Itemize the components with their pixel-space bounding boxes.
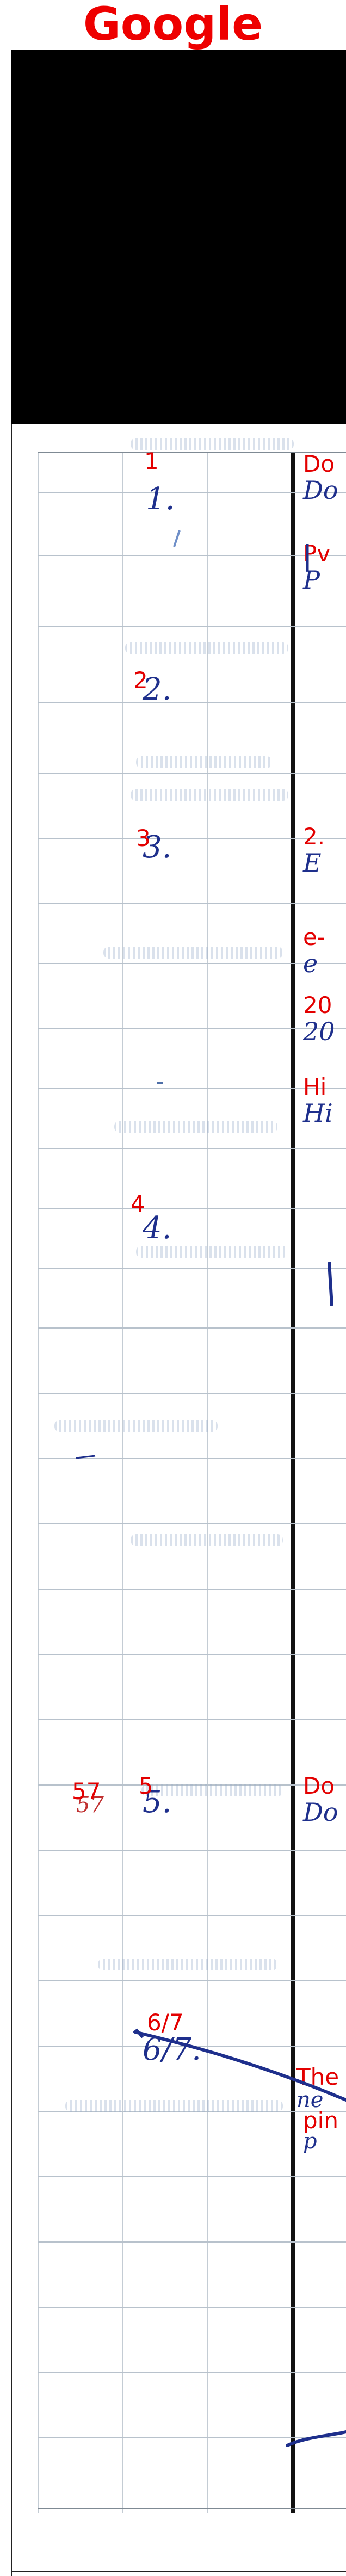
row-rule [38,1915,346,1916]
page-title: Google [83,0,263,51]
ocr-row-number: 1 [144,448,159,474]
faint-handwriting [141,1784,283,1796]
handwritten-cell-text: Hi [303,1098,333,1128]
row-rule [38,1850,346,1851]
row-rule [38,1148,346,1149]
row-rule [38,963,346,964]
row-rule [38,2176,346,2177]
handwritten-cell-text: e [303,949,318,978]
row-rule [38,1719,346,1720]
cell-row-6: Hi Hi [296,1074,346,1134]
row-rule [38,1654,346,1655]
row-rule [38,555,346,556]
handwritten-stroke [76,1455,96,1459]
black-frame [11,50,346,424]
handwritten-cell-text: E [303,848,322,878]
column-rule-number [122,452,123,2513]
row-rule [38,1523,346,1524]
faint-handwriting [98,1959,277,1970]
faint-handwriting [136,756,272,768]
handwritten-row-number: 3. [143,830,172,865]
handwritten-cell-text: 20 [303,1017,335,1046]
handwritten-row-number: 5. [143,1784,172,1820]
row-rule [38,838,346,839]
ocr-cell-text: pin [303,2107,338,2134]
handwritten-side-note: 57 [76,1793,104,1818]
row-rule [38,626,346,627]
cell-row-7: Do Do [296,1774,346,1833]
faint-handwriting [131,1534,283,1546]
row-rule [38,2241,346,2243]
ocr-cell-text: 20 [303,993,332,1018]
table-bottom-rule [38,2508,346,2509]
row-rule [38,702,346,703]
handwritten-stroke [286,2430,346,2447]
row-rule [38,903,346,904]
row-rule [38,1268,346,1269]
handwritten-row-number: 1. [146,481,175,517]
row-rule [38,1980,346,1981]
ocr-row-number: 6/7 [147,2009,184,2036]
ocr-cell-text: Hi [303,1074,327,1100]
handwritten-stroke [328,1262,333,1306]
row-rule [38,1393,346,1394]
row-rule [38,1028,346,1029]
handwritten-row-number: 4. [143,1210,172,1246]
handwritten-cell-text: P [303,565,320,595]
cell-row-5: 20 20 [296,993,346,1053]
ocr-cell-text: 2. [303,824,325,850]
faint-handwriting [65,2100,283,2112]
row-rule [38,2307,346,2308]
cell-row-3: 2. E [296,824,346,884]
table-top-rule [38,452,346,453]
cell-row-4: e- e [296,925,346,985]
ocr-cell-text: e- [303,925,325,950]
handwritten-cell-text: p [303,2129,317,2154]
ocr-row-number: 2 [133,667,148,694]
row-rule [38,492,346,493]
cell-row-1: Do Do [296,452,346,511]
faint-handwriting [103,947,283,959]
row-rule [38,1589,346,1590]
row-rule [38,1208,346,1209]
ocr-row-number: 3 [136,825,151,851]
row-rule [38,1088,346,1089]
handwritten-cell-text: Do [303,475,338,505]
ocr-cell-text: Do [303,1774,335,1799]
handwritten-stroke [133,2030,346,2102]
faint-handwriting [136,1246,288,1258]
column-rule-middle [207,452,208,2513]
ocr-cell-text: The [296,2065,339,2090]
faint-handwriting [131,438,294,450]
faint-handwriting [54,1420,218,1432]
row-rule [38,2111,346,2112]
handwritten-stroke [135,2028,144,2038]
row-rule [38,1458,346,1459]
cell-row-8: The ne pin p [296,2065,346,2157]
handwritten-cell-text: ne [296,2087,324,2112]
sheet-bottom-border [11,2571,346,2572]
scanned-sheet [11,424,346,2576]
faint-handwriting [131,789,288,801]
handwritten-row-number: 2. [143,672,172,707]
column-rule-left [38,452,39,2513]
handwritten-row-number: 6/7. [143,2032,201,2067]
row-rule [38,1327,346,1329]
row-rule [38,2437,346,2438]
row-rule [38,773,346,774]
faint-handwriting [125,642,288,654]
ocr-row-number: 5 [139,1772,153,1799]
ocr-row-number: 4 [131,1190,145,1217]
ocr-side-note: 57 [72,1778,101,1805]
row-rule [38,2372,346,2373]
handwritten-cell-text: Do [303,1797,338,1827]
row-rule [38,1784,346,1786]
handwritten-stroke [173,530,181,547]
column-rule-bold [291,452,295,2513]
ocr-cell-text: Do [303,452,335,477]
faint-handwriting [114,1121,277,1133]
